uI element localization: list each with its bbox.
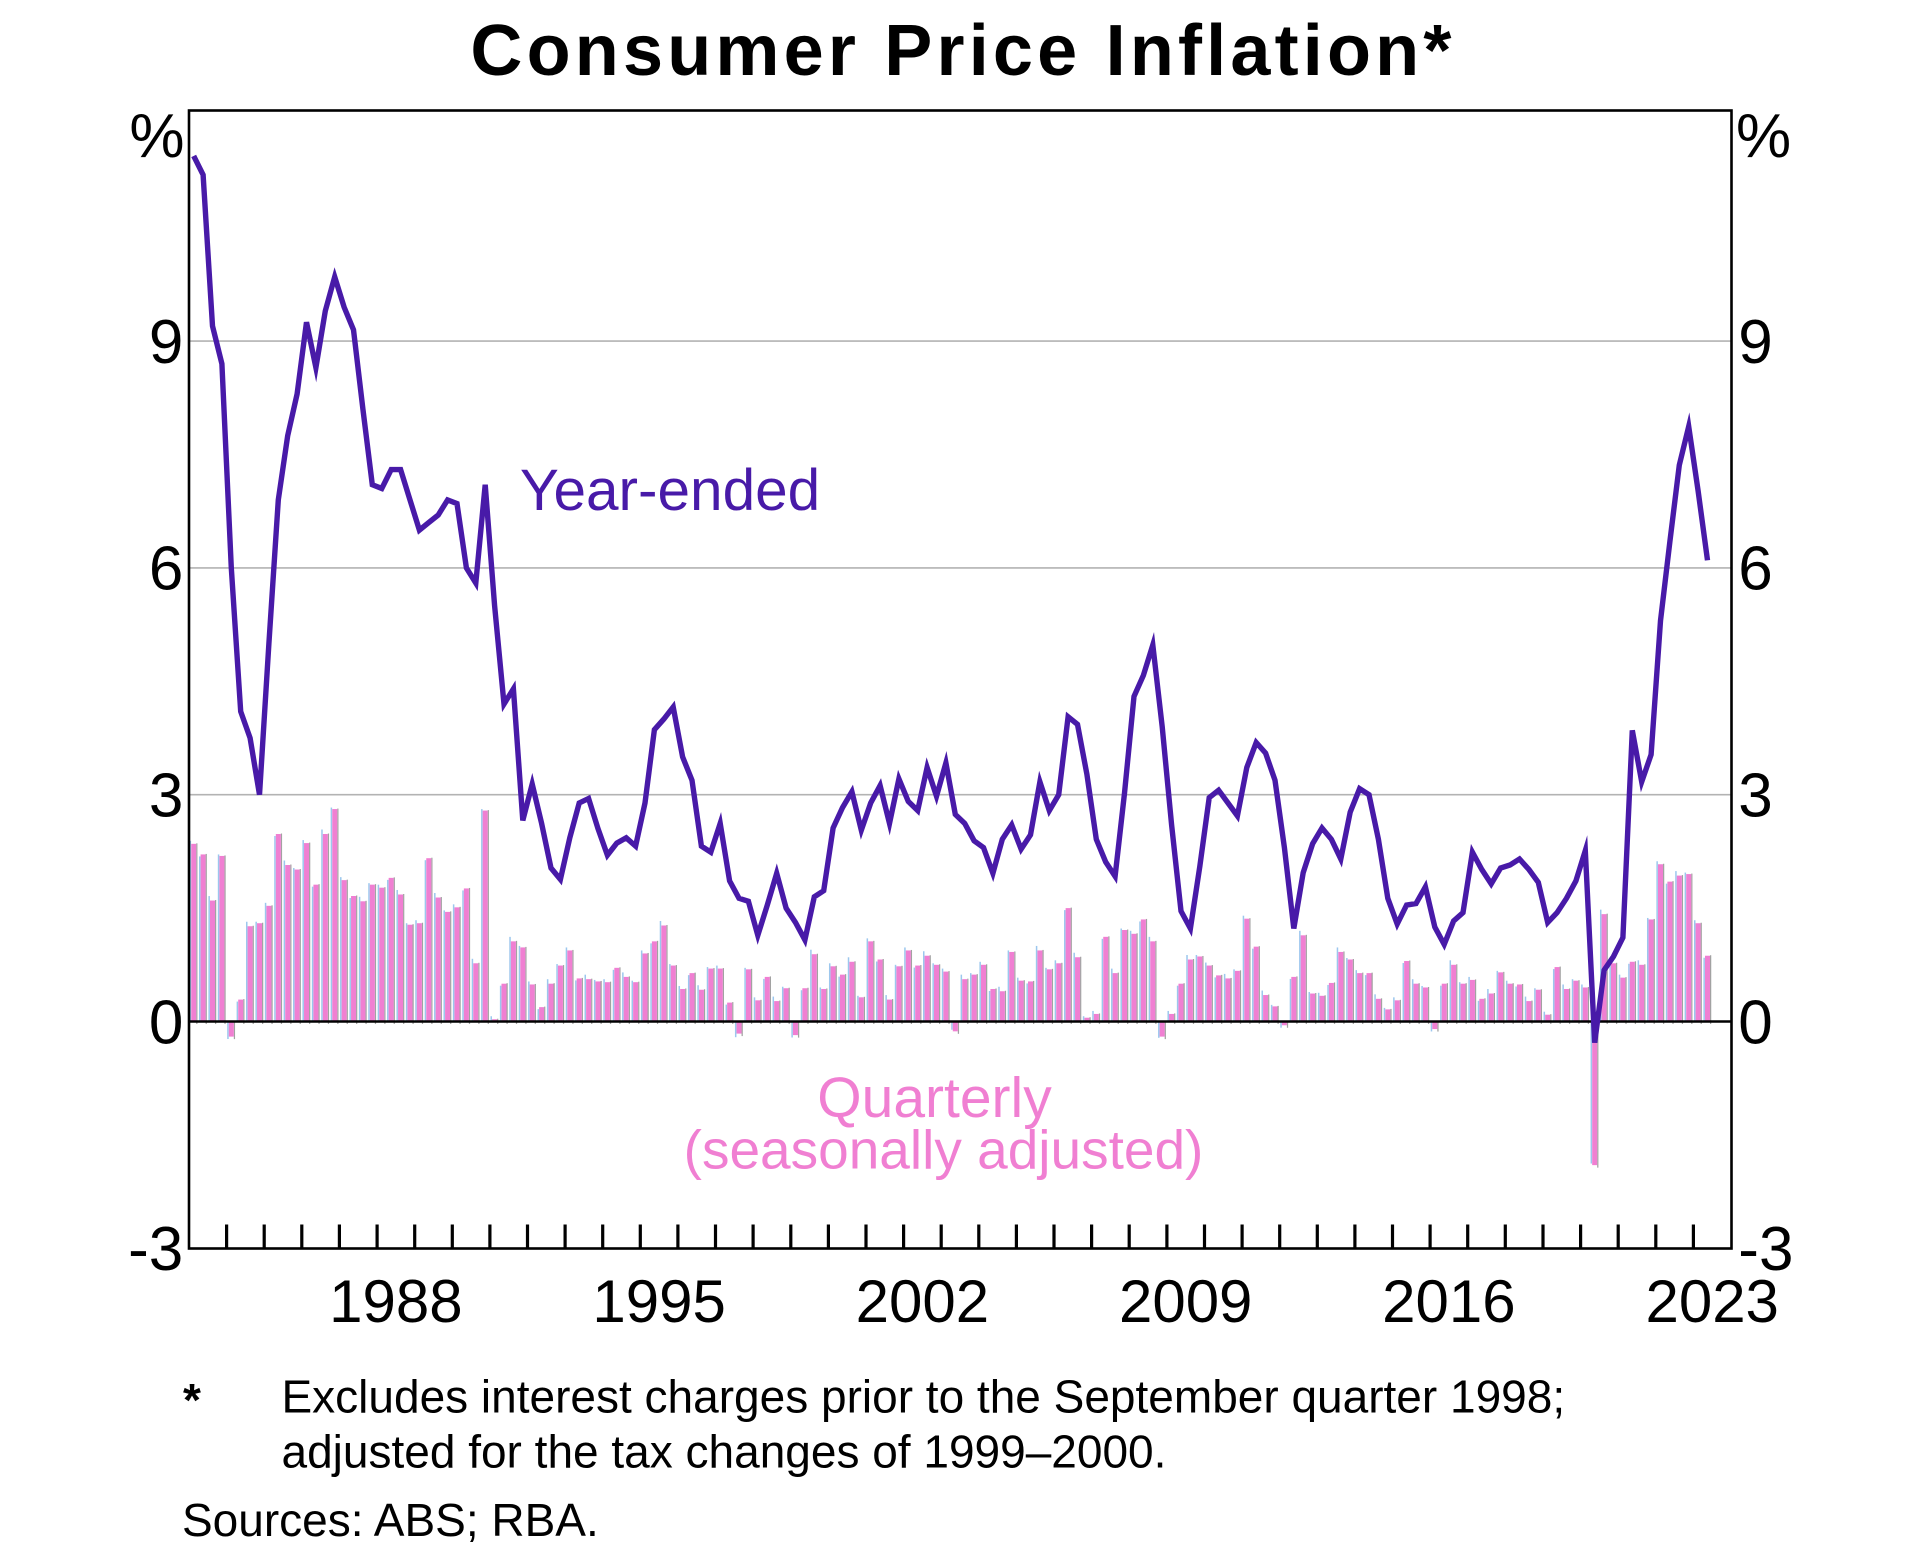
svg-text:Year-ended: Year-ended <box>520 458 820 523</box>
svg-text:-3: -3 <box>1738 1215 1793 1284</box>
svg-text:(seasonally adjusted): (seasonally adjusted) <box>684 1119 1204 1181</box>
svg-text:Consumer Price Inflation*: Consumer Price Inflation* <box>470 11 1455 91</box>
svg-text:6: 6 <box>149 535 183 604</box>
svg-text:Excludes interest charges prio: Excludes interest charges prior to the S… <box>282 1371 1566 1423</box>
svg-text:0: 0 <box>1738 988 1772 1057</box>
svg-text:9: 9 <box>149 308 183 377</box>
svg-text:3: 3 <box>1738 762 1772 831</box>
svg-text:Quarterly: Quarterly <box>817 1066 1052 1130</box>
svg-text:adjusted for the tax changes o: adjusted for the tax changes of 1999–200… <box>282 1426 1167 1478</box>
svg-text:6: 6 <box>1738 535 1772 604</box>
svg-text:0: 0 <box>149 988 183 1057</box>
svg-text:-3: -3 <box>128 1215 183 1284</box>
svg-text:2016: 2016 <box>1382 1268 1515 1335</box>
svg-text:3: 3 <box>149 762 183 831</box>
svg-text:%: % <box>129 102 184 171</box>
svg-text:9: 9 <box>1738 308 1772 377</box>
svg-text:%: % <box>1736 102 1791 171</box>
svg-text:1995: 1995 <box>592 1268 725 1335</box>
svg-text:2023: 2023 <box>1645 1268 1778 1335</box>
svg-text:2009: 2009 <box>1119 1268 1252 1335</box>
svg-text:Sources: ABS; RBA.: Sources: ABS; RBA. <box>182 1494 599 1546</box>
svg-text:2002: 2002 <box>856 1268 989 1335</box>
svg-text:1988: 1988 <box>329 1268 462 1335</box>
svg-text:*: * <box>183 1374 201 1426</box>
